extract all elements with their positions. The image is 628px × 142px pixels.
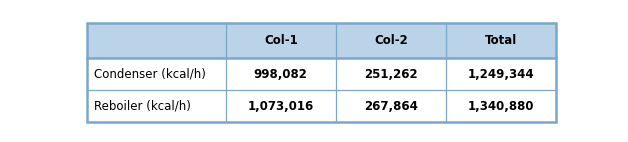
Text: Condenser (kcal/h): Condenser (kcal/h): [94, 68, 206, 81]
Text: 998,082: 998,082: [254, 68, 308, 81]
Text: 1,249,344: 1,249,344: [468, 68, 534, 81]
Text: 267,864: 267,864: [364, 100, 418, 113]
Bar: [87, 22, 556, 58]
Bar: [87, 58, 556, 90]
Text: Col-1: Col-1: [264, 34, 298, 47]
Text: Total: Total: [485, 34, 517, 47]
Text: 1,073,016: 1,073,016: [247, 100, 314, 113]
Text: 1,340,880: 1,340,880: [468, 100, 534, 113]
Text: Reboiler (kcal/h): Reboiler (kcal/h): [94, 100, 191, 113]
Text: Col-2: Col-2: [374, 34, 408, 47]
Bar: [87, 90, 556, 122]
Text: 251,262: 251,262: [364, 68, 418, 81]
